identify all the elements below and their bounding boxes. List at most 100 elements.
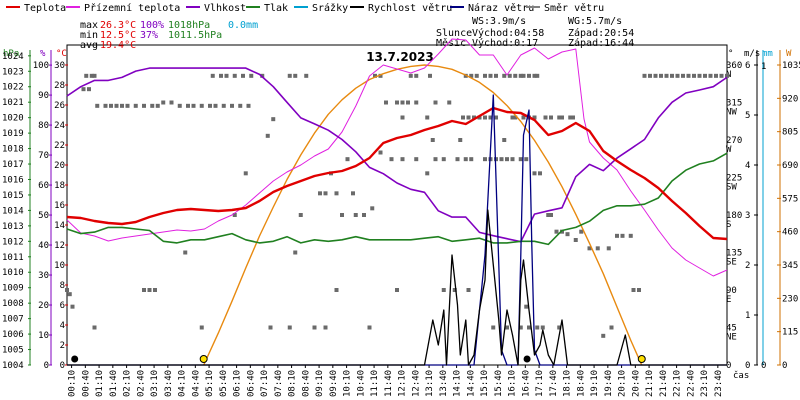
wind-dir-point <box>213 103 218 108</box>
wind-dir-point <box>287 73 292 78</box>
wind-dir-point <box>186 103 190 108</box>
stats-max-temp: 26.3°C <box>100 20 136 31</box>
tick-pct: 0 <box>44 361 49 371</box>
tick-dir: 90 <box>726 286 737 296</box>
tick-time: 10:40 <box>356 370 366 397</box>
tick-hpa: 1018 <box>2 145 24 155</box>
tick-time: 03:40 <box>164 370 174 397</box>
wind-dir-point <box>169 100 174 105</box>
wind-dir-point <box>428 73 432 78</box>
legend-label-press: Tlak <box>264 3 288 14</box>
tick-hpa: 1024 <box>2 52 24 62</box>
stats-moonset: Západ:16:44 <box>568 37 634 49</box>
wind-dir-point <box>142 288 146 292</box>
tick-time: 04:40 <box>191 370 201 397</box>
wind-dir-point <box>714 73 718 78</box>
wind-dir-point <box>670 73 674 78</box>
wind-dir-point <box>452 288 457 292</box>
wind-dir-point <box>389 157 394 162</box>
legend-label-feel: Přízemní teplota <box>84 2 180 14</box>
wind-dir-point <box>340 213 344 217</box>
tick-ms: 5 <box>745 111 750 121</box>
wind-dir-point <box>538 171 542 176</box>
wind-dir-point <box>521 73 526 78</box>
tick-time: 05:10 <box>205 370 215 397</box>
tick-hpa: 1009 <box>2 284 24 294</box>
stats-wg: WG:5.7m/s <box>568 16 622 27</box>
wind-dir-point <box>384 100 388 105</box>
stats-block: max 26.3°C 100% 1018hPa 0.0mm min 12.5°C 37% 101… <box>80 16 634 51</box>
tick-hpa: 1012 <box>2 237 24 247</box>
wind-dir-point <box>521 115 526 120</box>
wind-dir-point <box>414 157 419 162</box>
stats-max-hum: 100% <box>140 20 164 31</box>
wind-dir-point <box>293 250 298 255</box>
wind-dir-point <box>483 115 487 120</box>
tick-time: 18:40 <box>576 370 586 397</box>
wind-dir-point <box>513 73 518 78</box>
wind-dir-point <box>120 103 124 108</box>
tick-wm2: 1035 <box>782 61 800 71</box>
series-solar <box>203 64 643 366</box>
tick-time: 06:10 <box>233 370 243 397</box>
legend-label-rain: Srážky <box>312 2 348 14</box>
wind-dir-point <box>430 138 435 142</box>
wind-dir-point <box>177 103 182 108</box>
wind-dir-point <box>546 213 551 217</box>
wind-dir-point <box>540 325 545 330</box>
wind-dir-point <box>532 171 537 176</box>
tick-time: 17:40 <box>549 370 559 397</box>
tick-temp: 10 <box>54 261 65 271</box>
legend-label-wind: Rychlost větru <box>368 2 452 14</box>
wind-dir-point <box>466 115 471 120</box>
tick-time: 19:10 <box>590 370 600 397</box>
wind-dir-point <box>483 157 487 162</box>
wind-dir-point <box>208 103 212 108</box>
tick-time: 09:10 <box>315 370 325 397</box>
legend-item-wind: Rychlost větru <box>350 2 452 14</box>
tick-temp: 16 <box>54 201 65 211</box>
wind-dir-point <box>408 73 413 78</box>
series-feel <box>66 38 728 277</box>
stats-avg-label: avg <box>80 40 98 51</box>
stats-max-label: max <box>80 20 98 31</box>
wind-dir-point <box>557 115 562 120</box>
wind-dir-point <box>249 73 254 78</box>
tick-time: 07:10 <box>260 370 270 397</box>
wind-dir-point <box>400 157 405 162</box>
chart-title: 13.7.2023 <box>366 50 434 64</box>
wind-dir-point <box>265 133 270 138</box>
tick-hpa: 1011 <box>2 253 24 263</box>
tick-time: 12:40 <box>411 370 421 397</box>
tick-hpa: 1015 <box>2 191 24 201</box>
stats-avg-temp: 19.4°C <box>100 40 136 51</box>
wind-dir-point <box>565 232 570 237</box>
tick-dir-compass: NW <box>726 108 737 118</box>
wind-dir-point <box>89 73 94 78</box>
tick-hpa: 1013 <box>2 222 24 232</box>
wind-dir-point <box>527 325 531 330</box>
wind-dir-point <box>455 157 460 162</box>
tick-time: 23:40 <box>714 370 724 397</box>
tick-mm: 1 <box>761 62 766 72</box>
tick-pct: 40 <box>38 241 49 251</box>
wind-dir-point <box>298 213 303 217</box>
wind-dir-point <box>378 150 383 155</box>
wind-dir-point <box>367 325 372 330</box>
wind-dir-point <box>221 103 226 108</box>
wind-dir-point <box>345 157 350 162</box>
tick-time: 08:40 <box>301 370 311 397</box>
tick-time: 09:40 <box>329 370 339 397</box>
tick-time: 14:40 <box>466 370 476 397</box>
tick-hpa: 1005 <box>2 346 24 356</box>
tick-dir: 315 <box>726 99 742 109</box>
tick-time: 18:10 <box>563 370 573 397</box>
legend-label-temp: Teplota <box>24 3 66 14</box>
tick-time: 22:10 <box>673 370 683 397</box>
tick-time: 19:40 <box>604 370 614 397</box>
tick-pct: 90 <box>38 91 49 101</box>
wind-dir-point <box>615 233 619 238</box>
tick-pct: 60 <box>38 181 49 191</box>
stats-min-temp: 12.5°C <box>100 30 136 41</box>
wind-dir-point <box>587 246 592 251</box>
